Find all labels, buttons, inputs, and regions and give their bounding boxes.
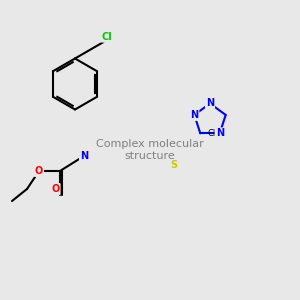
Text: S: S bbox=[170, 160, 178, 170]
Text: Cl: Cl bbox=[101, 32, 112, 42]
Text: CH₃: CH₃ bbox=[208, 129, 223, 138]
Text: O: O bbox=[35, 166, 43, 176]
Text: N: N bbox=[190, 110, 198, 120]
Text: O: O bbox=[51, 184, 60, 194]
Text: N: N bbox=[80, 151, 88, 161]
Text: N: N bbox=[206, 98, 214, 109]
Text: Complex molecular
structure: Complex molecular structure bbox=[96, 139, 204, 161]
Text: N: N bbox=[216, 128, 224, 138]
